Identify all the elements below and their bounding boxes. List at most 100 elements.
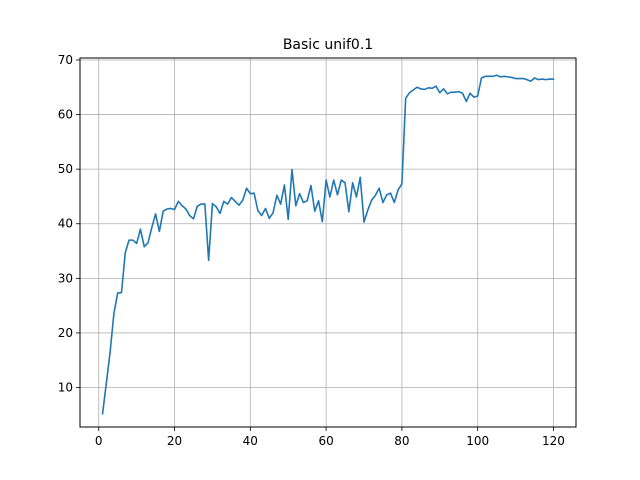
data-point	[268, 217, 270, 219]
data-point	[352, 182, 354, 184]
data-point	[211, 202, 214, 205]
data-point	[511, 76, 513, 79]
x-tick-label: 120	[542, 434, 565, 448]
x-tick-label: 60	[318, 434, 333, 448]
y-tick-label: 70	[58, 53, 73, 67]
data-point	[242, 199, 244, 201]
data-point	[124, 252, 126, 254]
data-point	[363, 221, 365, 223]
data-point	[424, 88, 426, 91]
data-point	[223, 200, 225, 202]
data-point	[208, 259, 210, 261]
data-point	[276, 194, 278, 196]
data-point	[533, 77, 536, 79]
data-point	[405, 97, 407, 99]
data-point	[355, 196, 358, 198]
data-point	[412, 89, 414, 91]
data-point	[537, 79, 539, 81]
data-point	[151, 226, 153, 229]
data-point	[541, 78, 543, 80]
data-point	[143, 246, 145, 248]
data-point	[177, 200, 179, 202]
data-point	[427, 87, 430, 89]
data-point	[393, 201, 395, 204]
data-point	[132, 239, 134, 241]
data-point	[329, 196, 331, 198]
data-point	[473, 96, 475, 98]
data-point	[245, 187, 248, 189]
data-point	[189, 214, 191, 217]
data-point	[291, 169, 293, 171]
data-point	[317, 200, 320, 202]
data-point	[439, 92, 441, 94]
data-point	[484, 75, 486, 77]
data-point	[522, 77, 524, 80]
data-point	[386, 194, 388, 196]
data-point	[378, 187, 380, 189]
data-point	[333, 179, 335, 181]
x-tick-label: 20	[167, 434, 182, 448]
data-point	[261, 214, 263, 217]
data-point	[450, 91, 452, 93]
data-point	[389, 192, 392, 194]
data-point	[370, 199, 373, 201]
data-point	[196, 205, 198, 207]
data-point	[374, 194, 376, 196]
data-point	[264, 207, 267, 210]
data-point	[321, 220, 323, 223]
data-point	[431, 87, 433, 89]
data-point	[408, 92, 411, 94]
data-point	[295, 205, 297, 207]
data-point	[105, 382, 107, 384]
data-point	[530, 80, 532, 82]
data-point	[401, 183, 403, 185]
data-point	[219, 212, 221, 214]
data-point	[166, 208, 168, 210]
data-point	[158, 230, 160, 232]
data-point	[136, 242, 138, 244]
data-point	[340, 179, 342, 181]
data-point	[514, 77, 517, 80]
data-point	[348, 211, 350, 213]
data-point	[226, 203, 229, 205]
data-point	[488, 75, 490, 77]
y-tick-label: 60	[58, 108, 73, 122]
data-point	[128, 239, 130, 241]
data-point	[230, 196, 232, 199]
data-point	[325, 179, 327, 181]
data-point	[238, 204, 240, 206]
data-point	[465, 100, 467, 103]
data-point	[287, 218, 289, 220]
data-point	[302, 201, 304, 204]
data-point	[454, 91, 456, 93]
data-point	[257, 210, 259, 212]
data-point	[249, 193, 251, 195]
data-point	[469, 92, 471, 94]
data-point	[234, 200, 236, 202]
y-tick-label: 30	[58, 271, 73, 285]
data-point	[314, 210, 316, 212]
data-point	[162, 210, 164, 212]
data-point	[496, 74, 498, 76]
data-point	[507, 76, 509, 78]
y-tick-label: 10	[58, 381, 73, 395]
y-tick-label: 50	[58, 162, 73, 176]
series-layer	[101, 74, 555, 415]
data-point	[280, 203, 282, 205]
y-tick-label: 20	[58, 326, 73, 340]
data-point	[435, 85, 437, 87]
ticks: 0 20 40 60 80 100 120 10 20 30 40 50 60 70	[58, 53, 565, 448]
data-point	[416, 86, 418, 88]
x-tick-label: 100	[466, 434, 489, 448]
data-point	[310, 184, 312, 187]
x-tick-label: 40	[243, 434, 258, 448]
data-point	[117, 292, 119, 294]
data-point	[458, 91, 460, 93]
data-point	[154, 213, 157, 215]
data-point	[215, 206, 217, 208]
grid	[80, 58, 576, 427]
data-point	[344, 182, 346, 184]
data-point	[101, 413, 104, 415]
data-point	[382, 201, 384, 204]
